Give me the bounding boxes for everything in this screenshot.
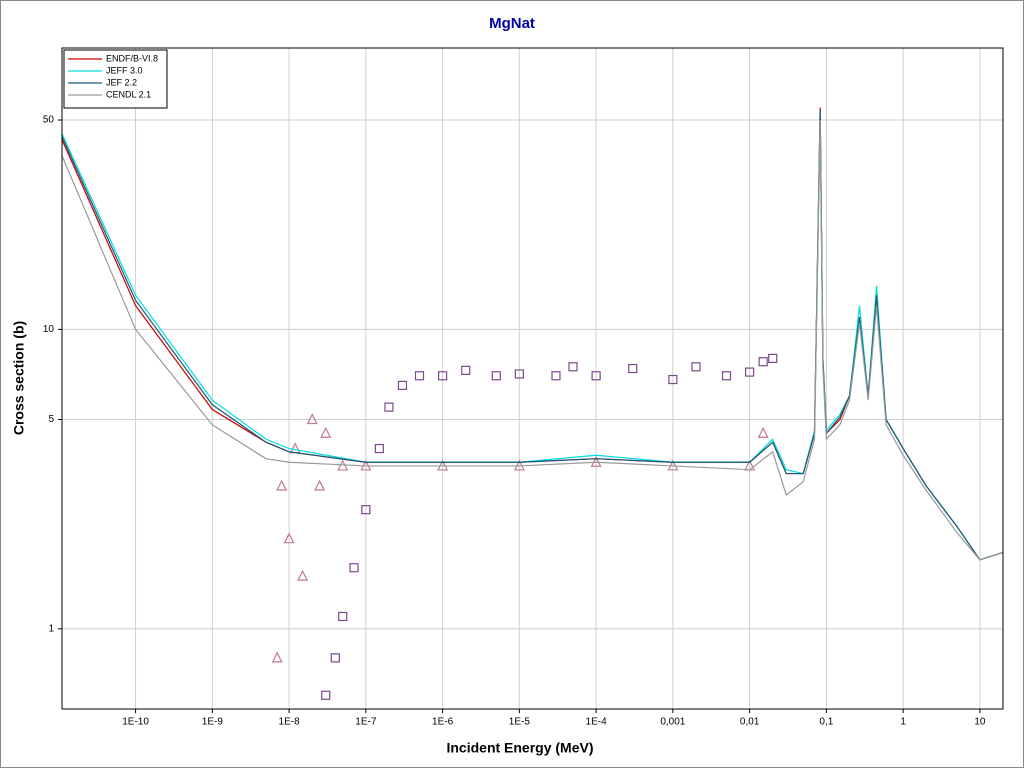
legend-label: ENDF/B-VI.8 xyxy=(106,53,158,63)
data-point xyxy=(628,363,638,374)
data-point xyxy=(668,374,678,385)
x-tick-label: 10 xyxy=(974,717,986,728)
x-tick-label: 1E-8 xyxy=(279,717,301,728)
legend-label: JEFF 3.0 xyxy=(106,65,143,75)
data-point xyxy=(349,563,359,573)
data-point xyxy=(721,371,732,381)
data-point xyxy=(271,651,283,663)
data-point xyxy=(591,371,601,381)
data-point xyxy=(361,505,371,515)
x-tick-label: 1E-6 xyxy=(432,717,454,728)
data-point xyxy=(306,413,318,425)
data-point xyxy=(438,371,448,381)
x-tick-label: 1 xyxy=(900,717,906,728)
plot-border xyxy=(61,47,1004,710)
plot-area xyxy=(62,48,1003,709)
data-point xyxy=(414,371,425,381)
data-point xyxy=(491,371,501,381)
x-tick-label: 1E-4 xyxy=(586,717,608,728)
data-point xyxy=(374,443,384,454)
y-tick-label: 5 xyxy=(48,414,54,425)
data-point xyxy=(745,367,755,377)
y-tick-label: 1 xyxy=(48,623,54,634)
data-point xyxy=(297,569,309,581)
legend-label: CENDL 2.1 xyxy=(106,89,151,99)
data-point xyxy=(758,357,768,367)
x-tick-label: 0,001 xyxy=(660,717,685,728)
data-point xyxy=(314,479,326,491)
x-tick-label: 0,1 xyxy=(819,717,833,728)
data-point xyxy=(384,402,394,412)
series-line xyxy=(62,120,1003,561)
data-point xyxy=(757,426,769,438)
data-point xyxy=(338,611,348,622)
data-point xyxy=(321,690,331,700)
data-point xyxy=(514,369,524,379)
data-point xyxy=(768,353,778,363)
x-tick-label: 1E-9 xyxy=(202,717,224,728)
data-point xyxy=(320,426,332,438)
data-point xyxy=(397,380,408,391)
y-tick-label: 10 xyxy=(43,324,55,335)
x-tick-label: 1E-10 xyxy=(122,717,149,728)
data-point xyxy=(283,532,295,544)
data-point xyxy=(568,362,578,372)
data-point xyxy=(691,362,701,372)
y-axis-label: Cross section (b) xyxy=(11,321,27,435)
data-point xyxy=(590,455,602,467)
x-tick-label: 1E-7 xyxy=(355,717,377,728)
legend-label: JEF 2.2 xyxy=(106,77,137,87)
chart-title: MgNat xyxy=(489,15,535,32)
data-point xyxy=(461,365,471,375)
x-tick-label: 1E-5 xyxy=(509,717,531,728)
data-point xyxy=(551,371,561,381)
x-axis-label: Incident Energy (MeV) xyxy=(446,740,593,756)
data-point xyxy=(276,479,288,491)
y-tick-label: 50 xyxy=(43,115,55,126)
data-point xyxy=(330,653,340,663)
legend-box xyxy=(63,49,168,109)
x-tick-label: 0,01 xyxy=(740,717,760,728)
